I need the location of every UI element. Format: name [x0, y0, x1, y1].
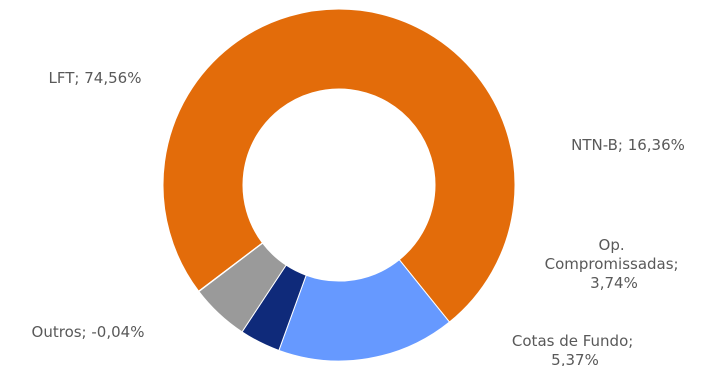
data-label-op-compromissadas: Op. Compromissadas; 3,74%	[545, 236, 684, 292]
data-label-cotas-de-fundo: Cotas de Fundo; 5,37%	[512, 332, 638, 366]
data-label-ntn-b: NTN-B; 16,36%	[571, 136, 685, 154]
data-label-outros: Outros; -0,04%	[32, 323, 145, 341]
donut-slices	[162, 8, 516, 362]
data-labels: LFT; 74,56% NTN-B; 16,36% Op. Compromiss…	[32, 69, 685, 366]
slice-outros	[197, 242, 264, 293]
data-label-lft: LFT; 74,56%	[49, 69, 142, 87]
slice-lft	[162, 8, 516, 323]
